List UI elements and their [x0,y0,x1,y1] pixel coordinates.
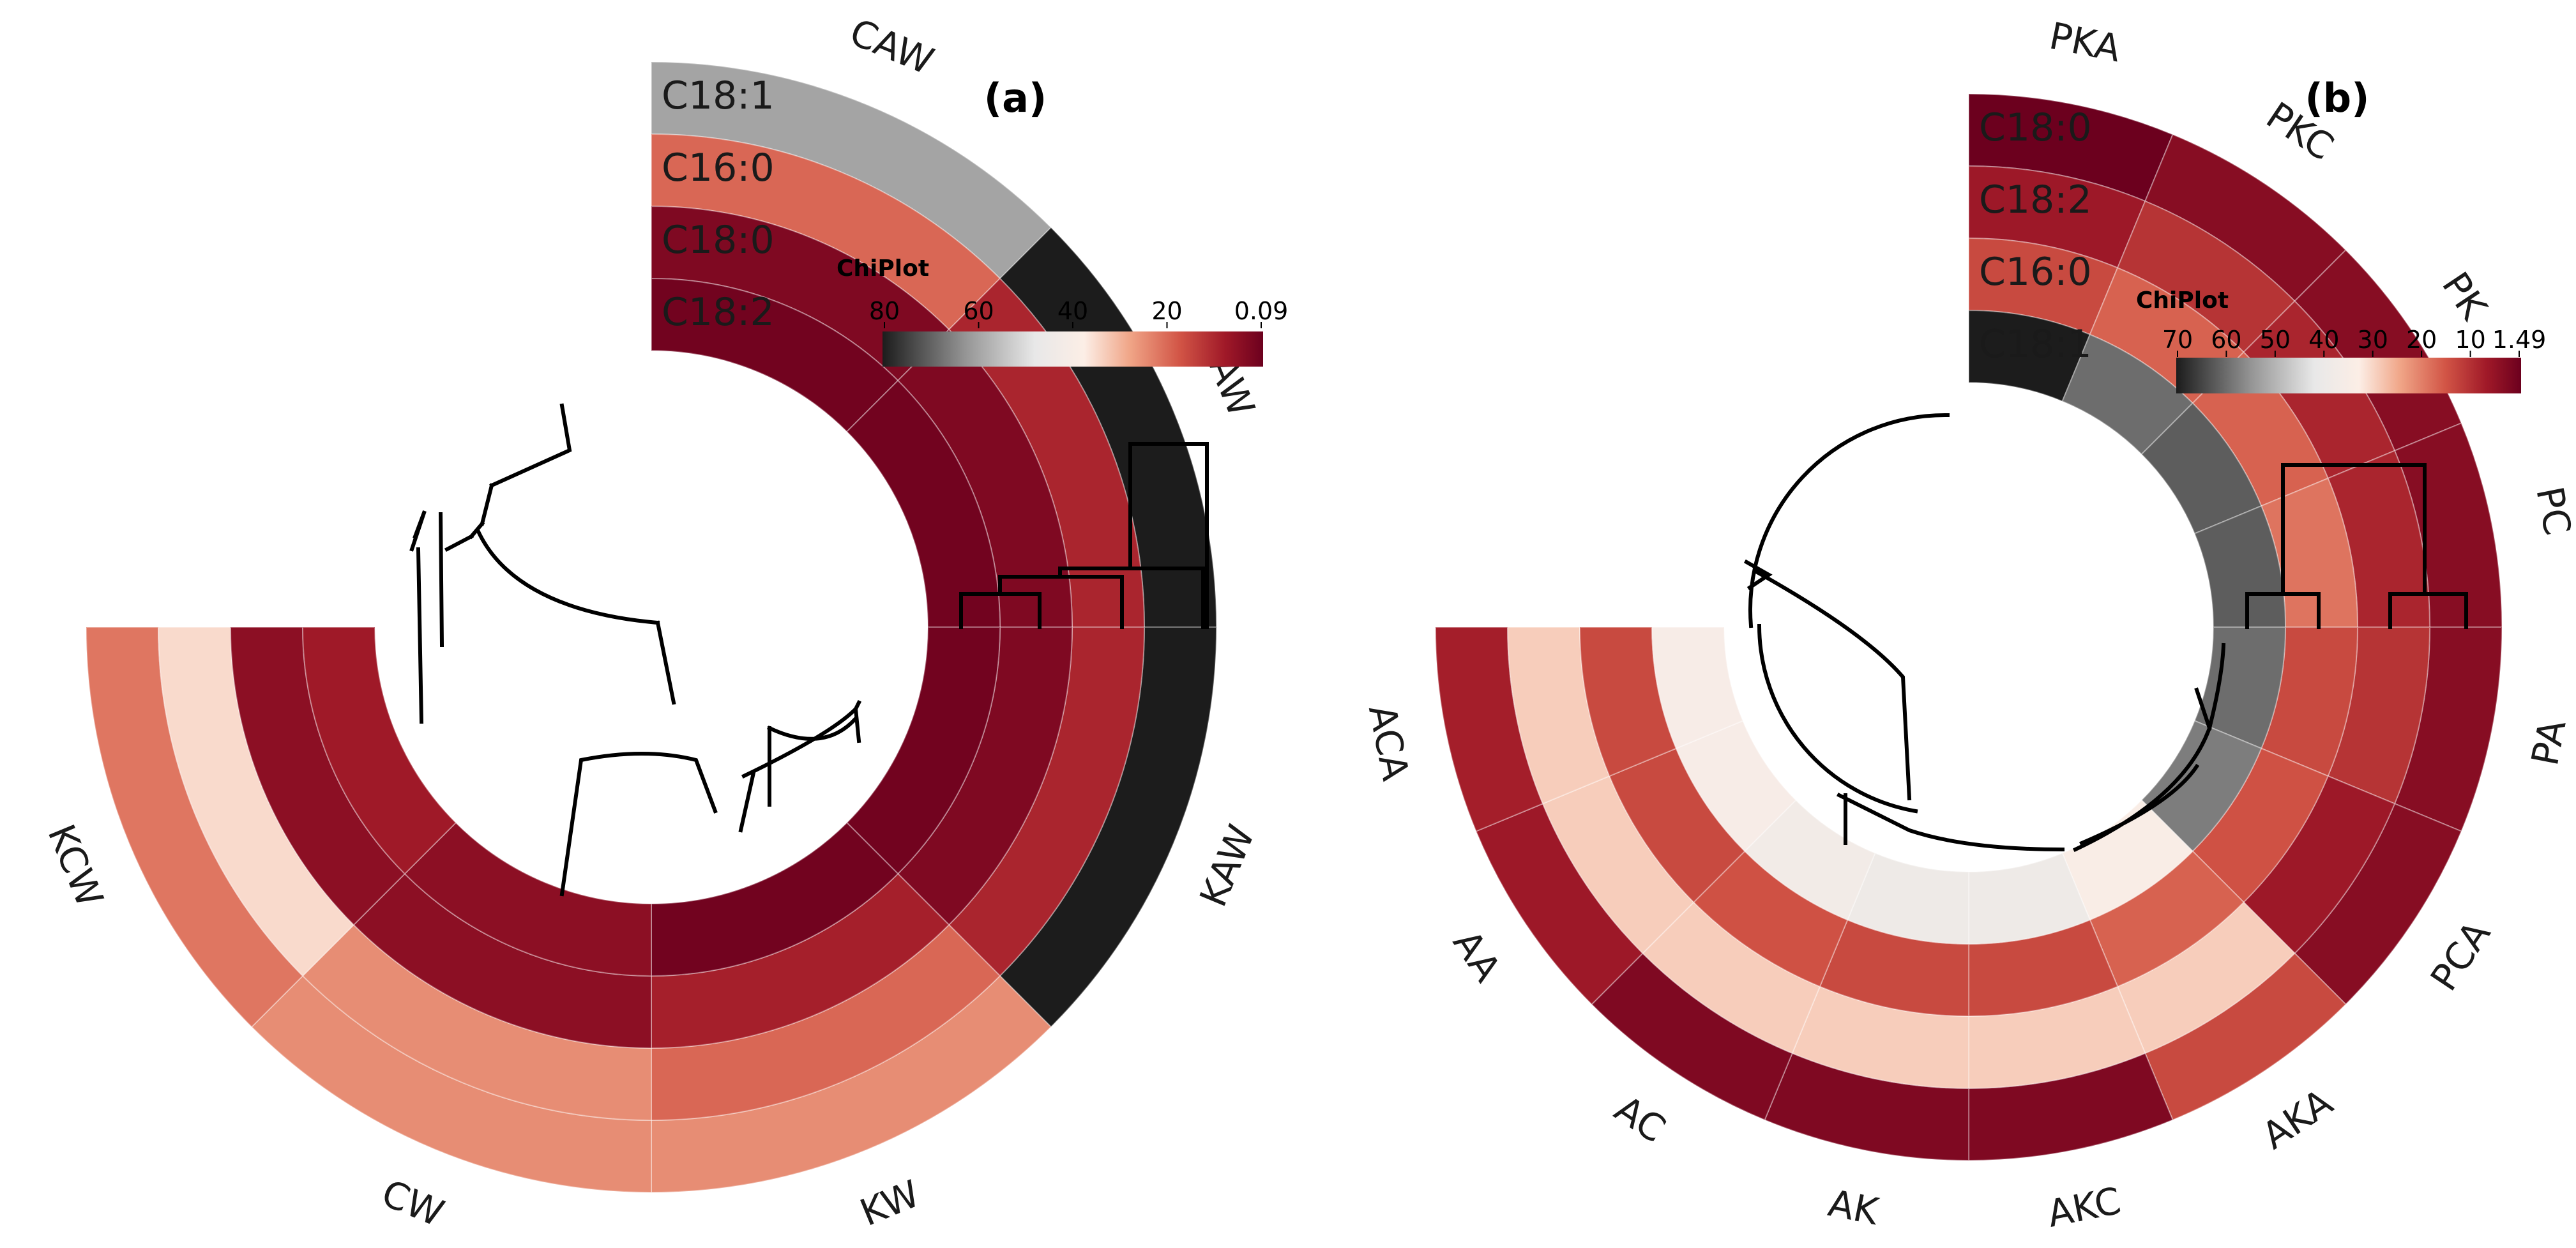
sample-label-aa: AA [1444,922,1510,989]
heatmap-b-cells [1434,93,2503,1162]
sample-label-akc: AKC [2044,1179,2125,1236]
colorbar-tick-label: 80 [869,297,900,325]
sample-label-kw: KW [854,1172,925,1235]
sample-label-ac: AC [1607,1087,1674,1152]
ring-label-c18-2: C18:2 [1979,178,2092,222]
sample-label-ak: AK [1825,1181,1883,1233]
heatmap-cell-kw-c18-2 [651,821,899,977]
colorbar-a-gradient [883,331,1263,367]
sample-label-caw: CAW [844,10,939,83]
ring-label-c18-1: C18:1 [1979,322,2092,367]
dendrogram-a [409,403,1209,897]
colorbar-tick-label: 60 [2211,326,2241,354]
heatmap-cell-pk-c18-1 [2140,402,2262,535]
sample-label-kcw: KCW [39,818,112,913]
ring-labels-a: C18:1 C16:0 C18:0 C18:2 [662,73,775,335]
heatmap-cell-ak-c18-1 [1846,852,1969,945]
sample-label-pca: PCA [2422,913,2499,999]
ring-labels-b: C18:0 C18:2 C16:0 C18:1 [1979,105,2092,367]
heatmap-cell-caw-c18-2 [651,277,899,433]
colorbar-b: ChiPlot 70 60 50 40 30 20 10 1.49 [2136,287,2546,393]
sample-label-pk: PK [2434,264,2496,328]
panel-label-a: (a) [984,75,1047,121]
sample-label-cw: CW [375,1171,450,1235]
colorbar-tick-label: 1.49 [2492,326,2547,354]
colorbar-tick-label: 30 [2358,326,2388,354]
colorbar-tick-label: 70 [2162,326,2193,354]
colorbar-tick-label: 10 [2455,326,2485,354]
colorbar-tick-label: 40 [1057,297,1088,325]
heatmap-cell-aw-c18-2 [845,379,1001,628]
colorbar-a: ChiPlot 80 60 40 20 0.09 [837,255,1288,367]
ring-label-c18-1: C18:1 [662,73,775,118]
heatmap-cell-kaw-c18-2 [845,627,1001,875]
sample-label-kaw: KAW [1191,819,1263,913]
colorbar-a-title: ChiPlot [837,255,929,282]
ring-label-c18-0: C18:0 [662,218,775,263]
sample-label-pa: PA [2523,716,2575,769]
colorbar-b-title: ChiPlot [2136,287,2229,314]
colorbar-tick-label: 20 [1151,297,1182,325]
heatmap-cell-pka-c18-1 [1968,309,2091,402]
heatmap-cell-aca-c18-1 [1651,627,1744,750]
sample-label-pc: PC [2527,483,2576,538]
ring-label-c16-0: C16:0 [662,146,775,190]
heatmap-cell-pkc-c18-1 [2061,333,2194,455]
heatmap-a-cells [85,61,1218,1194]
colorbar-tick-label: 60 [963,297,994,325]
sample-label-pka: PKA [2046,14,2125,71]
ring-label-c18-2: C18:2 [662,290,775,335]
heatmap-cell-pca-c18-1 [2140,720,2262,853]
sample-label-aka: AKA [2254,1080,2340,1157]
heatmap-cell-aa-c18-1 [1675,720,1797,853]
colorbar-b-ticks: 70 60 50 40 30 20 10 1.49 [2162,326,2546,357]
panel-label-b: (b) [2305,75,2369,121]
heatmap-cell-ac-c18-1 [1743,799,1876,921]
colorbar-tick-label: 40 [2308,326,2339,354]
colorbar-b-gradient [2176,358,2521,393]
heatmap-cell-akc-c18-1 [1968,852,2091,945]
ring-label-c18-0: C18:0 [1979,105,2092,150]
heatmap-cell-cw-c18-2 [404,821,652,977]
sample-label-aca: ACA [1360,701,1418,784]
colorbar-tick-label: 20 [2406,326,2437,354]
colorbar-tick-label: 50 [2260,326,2291,354]
ring-label-c16-0: C16:0 [1979,250,2092,294]
heatmap-cell-kcw-c18-2 [301,627,457,875]
dendrogram-b [1743,413,2468,852]
heatmap-cell-pa-c18-1 [2193,627,2287,750]
colorbar-a-ticks: 80 60 40 20 0.09 [869,297,1288,328]
colorbar-tick-label: 0.09 [1234,297,1289,325]
